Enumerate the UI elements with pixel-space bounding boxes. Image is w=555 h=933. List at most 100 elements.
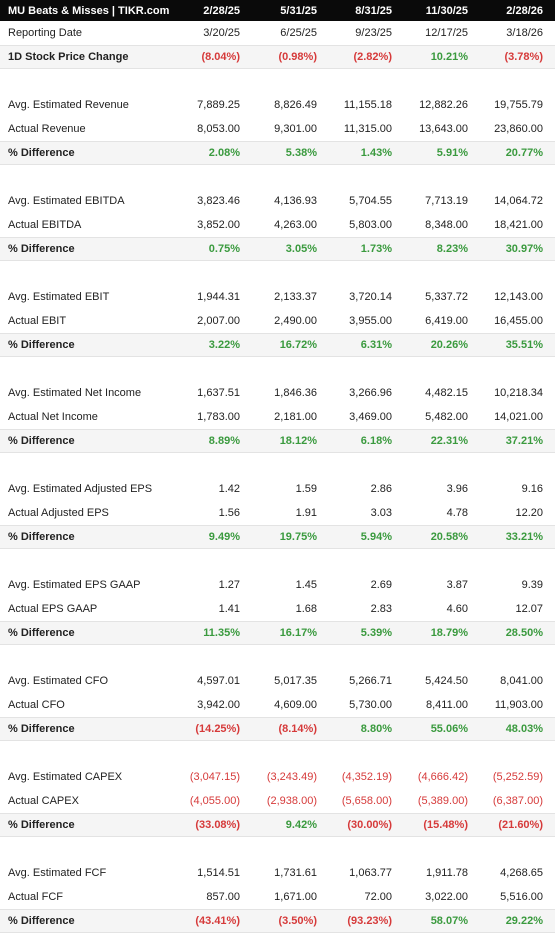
value-cell: 3.87 <box>446 579 468 591</box>
value-cell: 3,942.00 <box>197 699 240 711</box>
value-cell: 14,021.00 <box>494 411 543 423</box>
value-cell: 5,704.55 <box>349 195 392 207</box>
value-cell: 2.08% <box>208 147 240 159</box>
value-cell: 18,421.00 <box>494 219 543 231</box>
value-cell: 2.69 <box>370 579 392 591</box>
section-spacer <box>0 837 555 861</box>
value-cell: 2,133.37 <box>274 291 317 303</box>
value-cell: 3.05% <box>285 243 317 255</box>
value-cell: 5,482.00 <box>425 411 468 423</box>
row-label: % Difference <box>8 435 75 447</box>
value-cell: 3.03 <box>370 507 392 519</box>
summary-row: % Difference 8.89% 18.12% 6.18% 22.31% 37.21% <box>0 429 555 453</box>
row-label: % Difference <box>8 723 75 735</box>
value-cell: 3.22% <box>208 339 240 351</box>
value-cell: 12.07 <box>515 603 543 615</box>
row-label: % Difference <box>8 915 75 927</box>
value-cell: (15.48%) <box>423 819 468 831</box>
value-cell: (14.25%) <box>195 723 240 735</box>
data-row: Actual EPS GAAP 1.41 1.68 2.83 4.60 12.07 <box>0 597 555 621</box>
value-cell: 8,826.49 <box>274 99 317 111</box>
data-row: Actual EBIT 2,007.00 2,490.00 3,955.00 6,419… <box>0 309 555 333</box>
value-cell: 8,041.00 <box>500 675 543 687</box>
value-cell: (3.78%) <box>504 51 543 63</box>
data-row: Avg. Estimated Net Income 1,637.51 1,846.3… <box>0 381 555 405</box>
value-cell: 1,731.61 <box>274 867 317 879</box>
period-header: 5/31/25 <box>280 4 317 17</box>
value-cell: 20.58% <box>430 531 468 543</box>
row-label: Actual FCF <box>8 891 64 903</box>
section-spacer <box>0 453 555 477</box>
value-cell: 13,643.00 <box>419 123 468 135</box>
row-label: Actual CAPEX <box>8 795 79 807</box>
value-cell: 8,053.00 <box>197 123 240 135</box>
summary-row: % Difference 0.75% 3.05% 1.73% 8.23% 30.97% <box>0 237 555 261</box>
section-spacer <box>0 741 555 765</box>
row-label: % Difference <box>8 819 75 831</box>
value-cell: 1,063.77 <box>349 867 392 879</box>
value-cell: 55.06% <box>430 723 468 735</box>
value-cell: 1,944.31 <box>197 291 240 303</box>
value-cell: 4,609.00 <box>274 699 317 711</box>
row-label: Avg. Estimated EBIT <box>8 291 110 303</box>
value-cell: 5.39% <box>360 627 392 639</box>
row-label: % Difference <box>8 627 75 639</box>
value-cell: 3.96 <box>446 483 468 495</box>
summary-row: % Difference 11.35% 16.17% 5.39% 18.79% 28.50… <box>0 621 555 645</box>
row-label: Avg. Estimated EBITDA <box>8 195 125 207</box>
value-cell: 2,007.00 <box>197 315 240 327</box>
row-label: Actual Net Income <box>8 411 98 423</box>
value-cell: (2.82%) <box>353 51 392 63</box>
value-cell: 4.78 <box>446 507 468 519</box>
value-cell: 8,348.00 <box>425 219 468 231</box>
value-cell: 3,469.00 <box>349 411 392 423</box>
section-spacer <box>0 357 555 381</box>
value-cell: 4.60 <box>446 603 468 615</box>
summary-row: % Difference (43.41%) (3.50%) (93.23%) 58.07… <box>0 909 555 933</box>
header-row: MU Beats & Misses | TIKR.com 2/28/25 5/31/… <box>0 0 555 21</box>
value-cell: 11.35% <box>203 627 240 639</box>
value-cell: 3,823.46 <box>197 195 240 207</box>
value-cell: 16.17% <box>279 627 317 639</box>
table-title: MU Beats & Misses | TIKR.com <box>8 4 170 17</box>
value-cell: 8.89% <box>208 435 240 447</box>
row-label: % Difference <box>8 531 75 543</box>
row-label: % Difference <box>8 339 75 351</box>
data-row: Actual EBITDA 3,852.00 4,263.00 5,803.00 8,3… <box>0 213 555 237</box>
value-cell: (4,055.00) <box>189 795 240 807</box>
value-cell: 1.41 <box>218 603 240 615</box>
value-cell: (5,389.00) <box>417 795 468 807</box>
value-cell: (4,666.42) <box>417 771 468 783</box>
row-label: Actual Revenue <box>8 123 86 135</box>
value-cell: 5,337.72 <box>425 291 468 303</box>
value-cell: 6.18% <box>360 435 392 447</box>
value-cell: 3,720.14 <box>349 291 392 303</box>
data-row: Avg. Estimated CFO 4,597.01 5,017.35 5,266.… <box>0 669 555 693</box>
value-cell: 33.21% <box>505 531 543 543</box>
data-row: Actual CFO 3,942.00 4,609.00 5,730.00 8,411.… <box>0 693 555 717</box>
value-cell: 4,482.15 <box>425 387 468 399</box>
period-header: 11/30/25 <box>425 4 468 17</box>
row-label: Actual EBIT <box>8 315 67 327</box>
value-cell: 3/18/26 <box>506 27 543 39</box>
summary-row: % Difference (14.25%) (8.14%) 8.80% 55.06% 48… <box>0 717 555 741</box>
value-cell: (0.98%) <box>278 51 317 63</box>
value-cell: 11,155.18 <box>343 99 392 111</box>
data-row: Actual CAPEX (4,055.00) (2,938.00) (5,658.0… <box>0 789 555 813</box>
value-cell: 9.16 <box>521 483 543 495</box>
data-row: Reporting Date 3/20/25 6/25/25 9/23/25 12/17… <box>0 21 555 45</box>
value-cell: 14,064.72 <box>494 195 543 207</box>
data-row: Actual Revenue 8,053.00 9,301.00 11,315.00 1… <box>0 117 555 141</box>
value-cell: 9.42% <box>285 819 317 831</box>
row-label: Actual EBITDA <box>8 219 82 231</box>
value-cell: 1,783.00 <box>197 411 240 423</box>
value-cell: 10,218.34 <box>494 387 543 399</box>
value-cell: 8.23% <box>436 243 468 255</box>
value-cell: 0.75% <box>208 243 240 255</box>
value-cell: 2,181.00 <box>274 411 317 423</box>
value-cell: 7,713.19 <box>425 195 468 207</box>
value-cell: 1,637.51 <box>197 387 240 399</box>
period-header: 2/28/25 <box>203 4 240 17</box>
value-cell: 1.59 <box>295 483 317 495</box>
